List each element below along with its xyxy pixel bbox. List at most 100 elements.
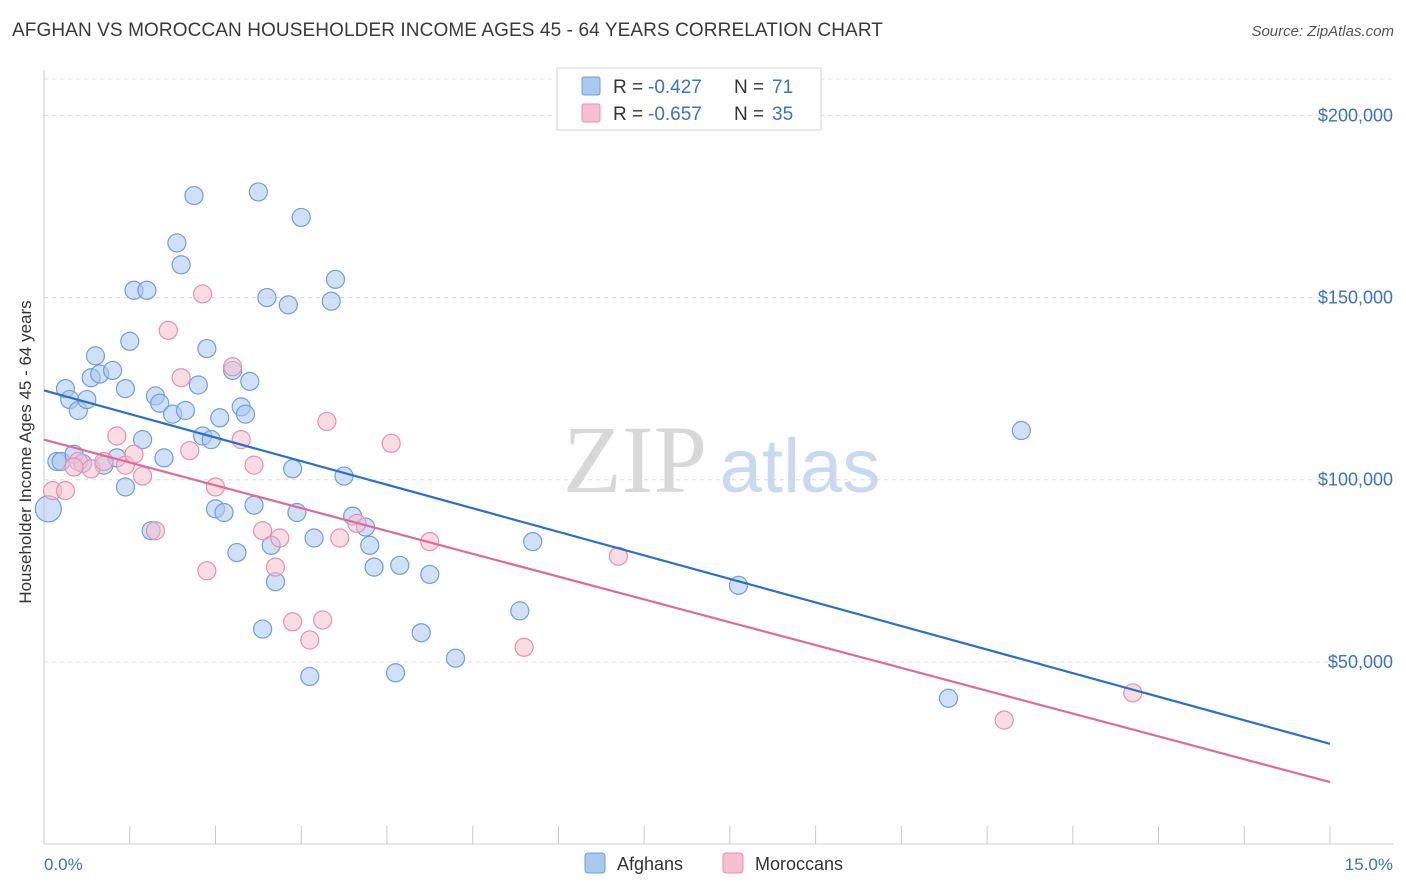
afghan-point bbox=[240, 371, 260, 391]
moroccan-point bbox=[253, 521, 273, 541]
moroccans-n-label: N = bbox=[734, 104, 764, 125]
watermark: ZIP atlas bbox=[563, 406, 880, 513]
afghan-point bbox=[235, 404, 256, 424]
moroccans-trend-line bbox=[43, 438, 1331, 784]
x-ticks bbox=[43, 826, 1331, 844]
afghan-point bbox=[523, 532, 543, 552]
moroccan-point bbox=[283, 612, 303, 632]
series-legend: Afghans Moroccans bbox=[584, 852, 843, 874]
afghan-point bbox=[283, 459, 303, 479]
watermark-zip: ZIP bbox=[563, 406, 707, 513]
afghan-point bbox=[360, 535, 380, 555]
moroccan-point bbox=[1123, 683, 1143, 703]
moroccan-point bbox=[193, 284, 213, 304]
y-tick-labels: $50,000 $100,000 $150,000 $200,000 bbox=[1318, 105, 1393, 671]
moroccan-point bbox=[317, 411, 337, 432]
afghan-point bbox=[102, 360, 123, 381]
legend-afghans-label: Afghans bbox=[617, 854, 683, 874]
afghan-point bbox=[420, 564, 440, 585]
afghan-point bbox=[85, 346, 106, 366]
afghan-point bbox=[132, 430, 153, 450]
afghan-point bbox=[150, 393, 170, 413]
afghan-point bbox=[188, 375, 208, 395]
afghan-point bbox=[197, 338, 217, 359]
moroccan-point bbox=[330, 528, 350, 548]
moroccans-r-label: R = bbox=[613, 104, 643, 125]
stats-legend-box bbox=[556, 67, 822, 131]
afghan-point bbox=[364, 557, 384, 577]
afghans-n-value: 71 bbox=[772, 77, 793, 98]
moroccan-point bbox=[171, 368, 191, 388]
afghan-point bbox=[227, 542, 247, 563]
afghans-r-label: R = bbox=[613, 77, 643, 98]
chart-title: AFGHAN VS MOROCCAN HOUSEHOLDER INCOME AG… bbox=[12, 20, 884, 41]
afghan-point bbox=[1011, 420, 1031, 441]
afghans-r-value: -0.427 bbox=[648, 77, 702, 98]
afghan-point bbox=[257, 287, 277, 308]
afghan-point bbox=[321, 291, 341, 311]
moroccan-point bbox=[223, 357, 243, 377]
moroccan-point bbox=[300, 630, 320, 650]
afghan-point bbox=[171, 255, 191, 275]
afghan-point bbox=[154, 448, 174, 468]
afghan-point bbox=[253, 619, 273, 639]
moroccans-points bbox=[42, 284, 1143, 730]
axes bbox=[43, 70, 1394, 845]
x-tick-label-max: 15.0% bbox=[1345, 855, 1393, 874]
afghan-point bbox=[390, 555, 410, 575]
y-tick-label-50000: $50,000 bbox=[1328, 652, 1393, 672]
afghan-point bbox=[115, 379, 136, 399]
legend-moroccans-label: Moroccans bbox=[755, 854, 843, 874]
moroccan-point bbox=[313, 610, 333, 630]
moroccan-point bbox=[270, 528, 290, 548]
afghan-point bbox=[385, 663, 406, 683]
moroccan-point bbox=[180, 440, 200, 461]
legend-afghans-swatch bbox=[584, 852, 606, 874]
moroccans-n-value: 35 bbox=[772, 104, 793, 125]
afghans-n-label: N = bbox=[734, 77, 764, 98]
afghan-point bbox=[175, 400, 196, 421]
afghan-point bbox=[510, 601, 530, 621]
moroccan-point bbox=[197, 561, 217, 581]
afghan-point bbox=[244, 495, 264, 515]
afghan-point bbox=[445, 648, 466, 668]
moroccan-point bbox=[55, 481, 76, 501]
afghans-points bbox=[34, 182, 1031, 708]
moroccan-point bbox=[145, 521, 166, 541]
moroccan-point bbox=[132, 466, 153, 486]
afghan-point bbox=[938, 688, 959, 708]
moroccan-point bbox=[994, 710, 1014, 730]
moroccan-point bbox=[265, 557, 286, 577]
afghan-point bbox=[214, 502, 234, 523]
trend-lines bbox=[43, 389, 1331, 784]
moroccans-r-value: -0.657 bbox=[648, 104, 702, 125]
watermark-atlas: atlas bbox=[720, 424, 881, 509]
afghan-point bbox=[278, 295, 298, 315]
afghan-point bbox=[334, 466, 354, 486]
source-credit: Source: ZipAtlas.com bbox=[1251, 23, 1394, 40]
afghan-point bbox=[411, 623, 431, 643]
moroccan-point bbox=[381, 433, 401, 453]
moroccan-point bbox=[514, 637, 534, 657]
afghan-point bbox=[34, 495, 62, 523]
moroccan-point bbox=[107, 426, 127, 446]
afghan-point bbox=[115, 477, 136, 497]
afghans-swatch bbox=[581, 76, 601, 96]
y-tick-label-150000: $150,000 bbox=[1318, 288, 1393, 308]
moroccan-point bbox=[64, 457, 84, 477]
afghan-point bbox=[304, 528, 324, 548]
legend-moroccans-swatch bbox=[722, 852, 744, 874]
y-tick-label-200000: $200,000 bbox=[1318, 105, 1393, 125]
gridlines bbox=[44, 78, 1394, 663]
afghan-point bbox=[210, 408, 230, 428]
moroccan-point bbox=[244, 455, 264, 475]
afghan-point bbox=[184, 185, 204, 206]
y-tick-label-100000: $100,000 bbox=[1318, 470, 1393, 490]
afghan-point bbox=[137, 280, 157, 300]
stats-legend: R = -0.427 N = 71 R = -0.657 N = 35 bbox=[556, 67, 822, 131]
afghan-point bbox=[120, 331, 140, 351]
afghan-point bbox=[325, 269, 346, 289]
afghan-point bbox=[291, 207, 311, 228]
afghan-point bbox=[201, 430, 221, 450]
